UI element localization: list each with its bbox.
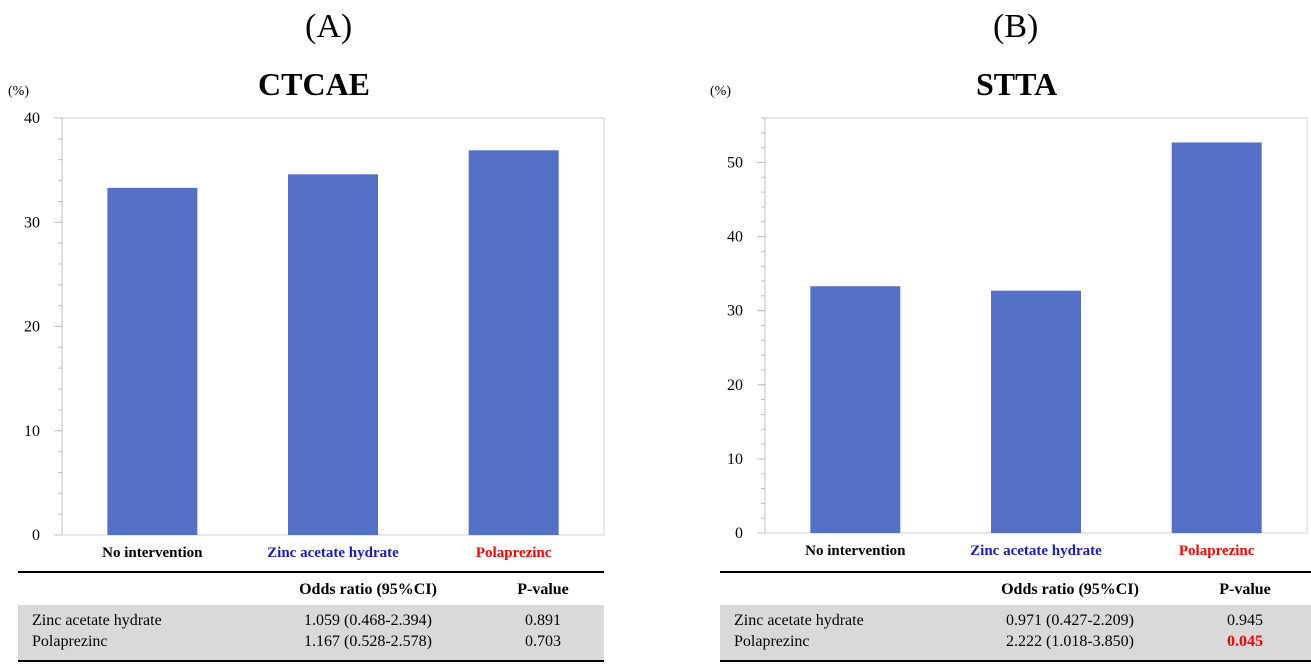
y-tick-label: 10 (727, 451, 743, 468)
y-tick-label: 20 (24, 319, 40, 336)
x-category-label: Polaprezinc (1179, 543, 1255, 559)
bar (991, 291, 1081, 533)
y-tick-label: 20 (727, 377, 743, 394)
row-p: 0.945 (1190, 612, 1300, 630)
x-category-label: Zinc acetate hydrate (970, 543, 1102, 559)
y-tick-label: 10 (24, 423, 40, 440)
row-label: Zinc acetate hydrate (32, 612, 162, 630)
table-top-rule (720, 571, 1311, 573)
table-header-or: Odds ratio (95%CI) (258, 581, 478, 599)
x-category-label: Polaprezinc (476, 545, 552, 561)
bar (810, 286, 900, 533)
table-top-rule (18, 571, 604, 573)
y-tick-label: 50 (727, 154, 743, 171)
row-label: Zinc acetate hydrate (734, 612, 864, 630)
row-p: 0.891 (488, 612, 598, 630)
panel-b: (B) STTA (%) 0 10 20 30 40 50 No intervention Z… (680, 0, 1311, 664)
y-tick-label: 0 (32, 527, 40, 544)
bar (107, 188, 197, 535)
bar (288, 174, 378, 535)
row-or: 1.059 (0.468-2.394) (258, 612, 478, 630)
table-body: Zinc acetate hydrate 0.971 (0.427-2.209)… (720, 605, 1311, 662)
panel-a: (A) CTCAE (%) 0 10 20 30 40 No intervention Zi… (0, 0, 640, 664)
odds-ratio-table: Odds ratio (95%CI) P-value Zinc acetate … (720, 571, 1311, 664)
table-body: Zinc acetate hydrate 1.059 (0.468-2.394)… (18, 605, 604, 662)
row-label: Polaprezinc (32, 633, 108, 651)
table-header-p: P-value (1190, 581, 1300, 599)
bar-chart-ctcae: 0 10 20 30 40 No intervention Zinc acetate hyd… (0, 0, 640, 570)
bar (1172, 142, 1262, 533)
row-or: 2.222 (1.018-3.850) (960, 633, 1180, 651)
x-category-label: No intervention (805, 543, 906, 559)
row-label: Polaprezinc (734, 633, 810, 651)
table-header-p: P-value (488, 581, 598, 599)
y-tick-label: 0 (735, 525, 743, 542)
y-tick-label: 30 (727, 303, 743, 320)
x-category-label: No intervention (102, 545, 203, 561)
row-p: 0.703 (488, 633, 598, 651)
bar-chart-stta: 0 10 20 30 40 50 No intervention Zinc acetate h… (680, 0, 1311, 570)
y-tick-label: 30 (24, 214, 40, 231)
table-header-or: Odds ratio (95%CI) (960, 581, 1180, 599)
row-or: 1.167 (0.528-2.578) (258, 633, 478, 651)
odds-ratio-table: Odds ratio (95%CI) P-value Zinc acetate … (18, 571, 604, 664)
bar (469, 150, 559, 535)
y-tick-label: 40 (24, 110, 40, 127)
row-p-significant: 0.045 (1190, 633, 1300, 651)
row-or: 0.971 (0.427-2.209) (960, 612, 1180, 630)
y-tick-label: 40 (727, 229, 743, 246)
x-category-label: Zinc acetate hydrate (267, 545, 399, 561)
